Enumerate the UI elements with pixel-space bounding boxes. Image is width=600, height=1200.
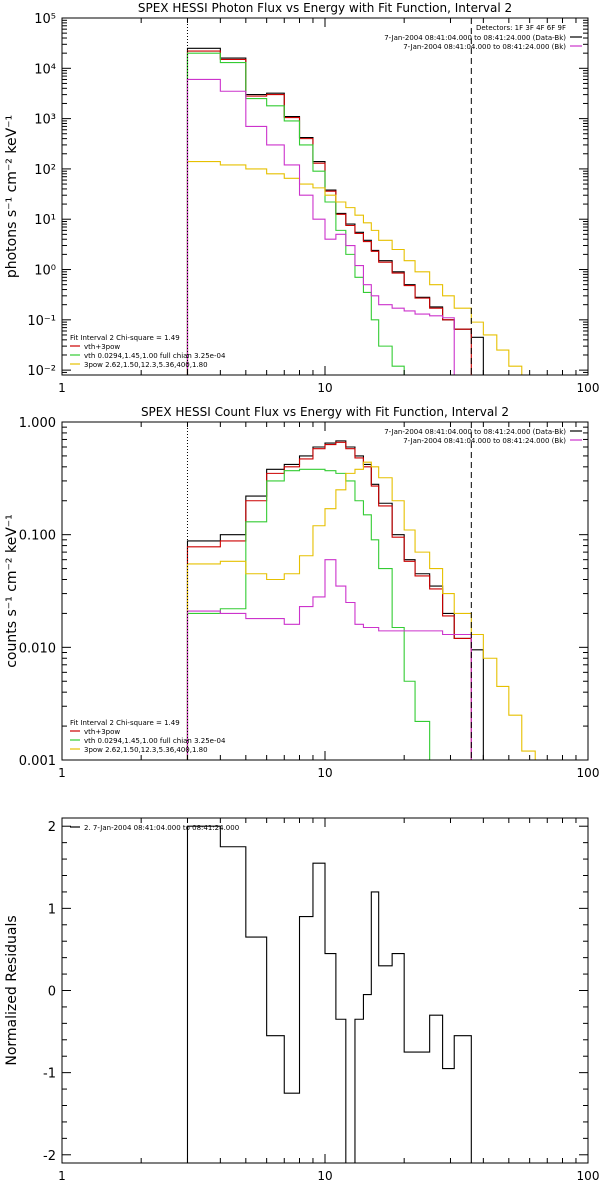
chart-title: SPEX HESSI Count Flux vs Energy with Fit… — [141, 405, 509, 419]
x-tick-label: 10 — [317, 766, 332, 780]
x-tick-label: 1 — [58, 766, 66, 780]
x-tick-label: 100 — [577, 1169, 600, 1183]
y-tick-label: -1 — [43, 1067, 56, 1082]
x-tick-label: 10 — [317, 381, 332, 395]
y-tick-label: 1 — [48, 902, 56, 917]
info-entry: 7-Jan-2004 08:41:04.000 to 08:41:24.000 … — [403, 43, 566, 51]
legend-header: Fit Interval 2 Chi-square = 1.49 — [70, 334, 180, 342]
series-group — [186, 440, 536, 760]
y-tick-label: 10⁴ — [34, 62, 56, 77]
series-line-3 — [186, 52, 405, 375]
info-entry: 2. 7-Jan-2004 08:41:04.000 to 08:41:24.0… — [84, 824, 239, 832]
y-tick-label: 0.010 — [19, 641, 56, 656]
legend-entry: vth 0.0294,1.45,1.00 full chian 3.25e-04 — [84, 737, 226, 745]
legend-entry: 3pow 2.62,1.50,12.3,5.36,400,1.80 — [84, 361, 208, 369]
series-line-4 — [186, 461, 536, 760]
y-tick-label: 10³ — [34, 113, 56, 128]
x-tick-label: 1 — [58, 381, 66, 395]
y-tick-label: 10² — [34, 163, 56, 178]
series-line-2 — [186, 441, 472, 760]
info-entry: 7-Jan-2004 08:41:04.000 to 08:41:24.000 … — [403, 437, 566, 445]
panel-3: 1 10 100 -2 -1 0 1 2 Normalized Residuals 2. 7-Ja… — [4, 817, 600, 1183]
y-tick-label: 0.100 — [19, 529, 56, 544]
legend-entry: vth+3pow — [84, 728, 120, 736]
y-tick-label: -2 — [43, 1149, 56, 1164]
y-tick-label: 2 — [48, 820, 56, 835]
y-axis-label: Normalized Residuals — [4, 915, 20, 1065]
y-axis-label: counts s⁻¹ cm⁻² keV⁻¹ — [4, 514, 20, 668]
chart-title: SPEX HESSI Photon Flux vs Energy with Fi… — [138, 1, 512, 15]
series-line-2 — [186, 50, 472, 375]
y-tick-label: 0 — [48, 985, 56, 1000]
y-axis-label: photons s⁻¹ cm⁻² keV⁻¹ — [4, 115, 20, 278]
info-entry: 7-Jan-2004 08:41:04.000 to 08:41:24.000 … — [384, 428, 566, 436]
x-tick-label: 1 — [58, 1169, 66, 1183]
series-line-5 — [186, 559, 472, 760]
legend-entry: 3pow 2.62,1.50,12.3,5.36,400,1.80 — [84, 746, 208, 754]
info-header: Detectors: 1F 3F 4F 6F 9F — [476, 24, 566, 32]
y-tick-label: 10⁻² — [27, 364, 56, 379]
y-tick-label: 10⁻¹ — [27, 314, 56, 329]
series-line-1 — [186, 825, 472, 1163]
x-tick-label: 10 — [317, 1169, 332, 1183]
y-tick-label: 0.001 — [19, 754, 56, 769]
legend-entry: vth+3pow — [84, 343, 120, 351]
y-tick-label: 10⁵ — [34, 12, 56, 27]
series-line-1 — [186, 47, 484, 375]
y-tick-label: 1.000 — [19, 416, 56, 431]
series-group — [186, 825, 472, 1163]
y-tick-label: 10⁰ — [34, 264, 56, 279]
panel-1: 1 10 100 10⁻² 10⁻¹ 10⁰ 10¹ 10² 10³ 10⁴ 10⁵ SPEX HES… — [4, 1, 599, 395]
panel-2: 1 10 100 0.001 0.010 0.100 1.000 SPEX HESSI Cou… — [4, 405, 599, 780]
legend-header: Fit Interval 2 Chi-square = 1.49 — [70, 719, 180, 727]
y-tick-label: 10¹ — [34, 213, 56, 228]
series-line-5 — [186, 78, 455, 375]
series-line-1 — [186, 440, 484, 760]
x-tick-label: 100 — [577, 381, 600, 395]
x-tick-label: 100 — [577, 766, 600, 780]
legend-entry: vth 0.0294,1.45,1.00 full chian 3.25e-04 — [84, 352, 226, 360]
info-entry: 7-Jan-2004 08:41:04.000 to 08:41:24.000 … — [384, 34, 566, 42]
